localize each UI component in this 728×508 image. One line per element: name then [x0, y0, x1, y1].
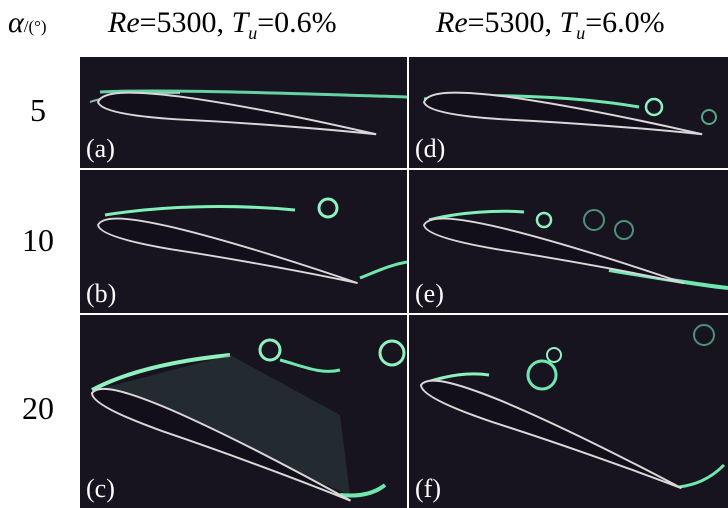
flow-image [409, 315, 728, 508]
tu-subscript: u [576, 23, 585, 43]
axis-label: α/(°) [8, 6, 47, 40]
panel-label: (c) [86, 474, 115, 504]
panel-label: (b) [86, 279, 116, 309]
flow-image [80, 57, 407, 168]
re-value: =5300, [468, 6, 552, 39]
tu-value: =0.6% [257, 6, 336, 39]
row-label: 10 [0, 222, 76, 259]
image-panel: (a) [80, 57, 407, 168]
axis-unit: /(°) [24, 17, 47, 36]
row-label: 5 [0, 92, 76, 129]
image-panel: (c) [80, 315, 407, 508]
image-panel: (d) [409, 57, 728, 168]
figure: α/(°) Re=5300, Tu=0.6% Re=5300, Tu=6.0% … [0, 0, 728, 508]
flow-image [80, 315, 407, 508]
column-header: Re=5300, Tu=6.0% [436, 6, 665, 44]
tu-symbol: T [232, 6, 249, 39]
re-symbol: Re [436, 6, 468, 39]
image-panel: (e) [409, 170, 728, 313]
image-panel: (b) [80, 170, 407, 313]
column-header: Re=5300, Tu=0.6% [108, 6, 337, 44]
panel-label: (f) [415, 474, 441, 504]
panel-label: (e) [415, 279, 444, 309]
tu-value: =6.0% [585, 6, 664, 39]
flow-image [80, 170, 407, 313]
row-label: 20 [0, 390, 76, 427]
axis-symbol: α [8, 6, 24, 39]
tu-subscript: u [248, 23, 257, 43]
flow-image [409, 57, 728, 168]
panel-label: (a) [86, 134, 115, 164]
flow-image [409, 170, 728, 313]
re-value: =5300, [140, 6, 224, 39]
tu-symbol: T [560, 6, 577, 39]
re-symbol: Re [108, 6, 140, 39]
image-panel: (f) [409, 315, 728, 508]
panel-label: (d) [415, 134, 445, 164]
